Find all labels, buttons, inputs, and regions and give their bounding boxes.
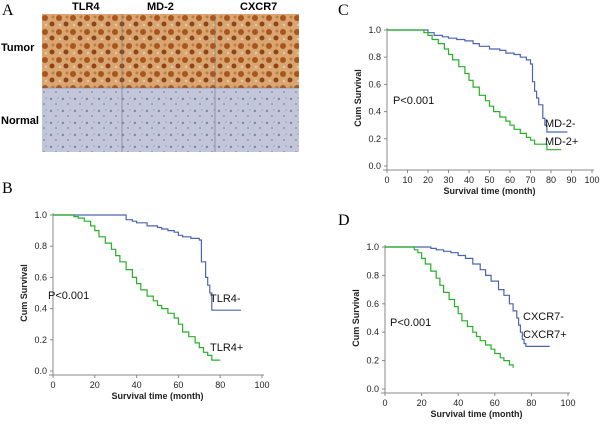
series-label: MD-2+ (545, 136, 578, 148)
x-tick-label: 30 (443, 175, 453, 185)
x-tick-label: 20 (423, 175, 433, 185)
y-tick-label: 0.0 (368, 161, 381, 171)
x-tick-label: 0 (50, 380, 55, 390)
column-label-tlr4: TLR4 (72, 1, 100, 13)
y-tick-label: 0.2 (34, 335, 47, 345)
x-tick-label: 40 (453, 398, 463, 408)
y-tick-label: 1.0 (34, 210, 47, 220)
panel-label-a: A (2, 2, 14, 19)
x-axis-title: Survival time (month) (443, 186, 535, 196)
y-tick-label: 0.8 (34, 241, 47, 251)
series-label: MD-2- (545, 118, 576, 130)
column-label-cxcr7: CXCR7 (240, 1, 278, 13)
series-line-md-2- (387, 29, 568, 133)
x-tick-label: 60 (505, 175, 515, 185)
x-tick-label: 10 (402, 175, 412, 185)
y-tick-label: 0.2 (366, 356, 379, 366)
row-label-tumor: Tumor (1, 42, 35, 54)
series-line-cxcr7- (385, 246, 514, 368)
y-tick-label: 0.6 (368, 79, 381, 89)
x-axis-title: Survival time (month) (111, 391, 203, 401)
x-tick-label: 20 (417, 398, 427, 408)
micro-normal-tlr4 (42, 88, 122, 152)
x-tick-label: 60 (173, 380, 183, 390)
y-axis-title: Cum Survival (19, 264, 29, 322)
y-tick-label: 0.4 (366, 327, 379, 337)
x-axis-title: Survival time (month) (430, 409, 522, 419)
x-tick-label: 90 (566, 175, 576, 185)
column-label-md2: MD-2 (147, 1, 174, 13)
y-tick-label: 0.8 (366, 270, 379, 280)
y-axis-title: Cum Survival (351, 289, 361, 347)
micro-tumor-cxcr7 (215, 14, 299, 88)
micro-normal-cxcr7 (215, 88, 299, 152)
series-line-cxcr7- (385, 246, 550, 347)
x-tick-label: 80 (215, 380, 225, 390)
x-tick-label: 70 (525, 175, 535, 185)
series-line-tlr4- (53, 214, 221, 361)
y-tick-label: 1.0 (368, 25, 381, 35)
x-tick-label: 100 (560, 398, 575, 408)
series-label: TLR4+ (210, 342, 243, 354)
micro-tumor-tlr4 (42, 14, 122, 88)
panel-label-b: B (2, 180, 13, 197)
series-label: CXCR7- (523, 311, 564, 323)
series-label: TLR4- (210, 293, 241, 305)
x-tick-label: 0 (384, 175, 389, 185)
x-tick-label: 40 (132, 380, 142, 390)
y-tick-label: 0.6 (34, 272, 47, 282)
series-label: CXCR7+ (523, 329, 567, 341)
y-tick-label: 0.4 (34, 304, 47, 314)
p-value-annotation: P<0.001 (390, 317, 431, 329)
y-tick-label: 0.0 (34, 366, 47, 376)
p-value-annotation: P<0.001 (48, 290, 89, 302)
row-label-normal: Normal (1, 115, 39, 127)
x-tick-label: 50 (484, 175, 494, 185)
panel-label-d: D (338, 212, 350, 229)
x-tick-label: 100 (584, 175, 599, 185)
x-tick-label: 80 (526, 398, 536, 408)
micro-normal-md2 (122, 88, 215, 152)
micro-tumor-md2 (122, 14, 215, 88)
y-tick-label: 0.6 (366, 299, 379, 309)
x-tick-label: 0 (382, 398, 387, 408)
x-tick-label: 20 (90, 380, 100, 390)
y-tick-label: 0.0 (366, 384, 379, 394)
panel-label-c: C (338, 2, 349, 19)
x-tick-label: 40 (464, 175, 474, 185)
y-axis-title: Cum Survival (353, 69, 363, 127)
y-tick-label: 0.2 (368, 134, 381, 144)
p-value-annotation: P<0.001 (393, 95, 434, 107)
x-tick-label: 100 (254, 380, 269, 390)
y-tick-label: 1.0 (366, 242, 379, 252)
x-tick-label: 80 (546, 175, 556, 185)
x-tick-label: 60 (490, 398, 500, 408)
y-tick-label: 0.8 (368, 52, 381, 62)
series-line-md-2- (387, 29, 562, 151)
series-line-tlr4- (53, 214, 242, 311)
y-tick-label: 0.4 (368, 107, 381, 117)
